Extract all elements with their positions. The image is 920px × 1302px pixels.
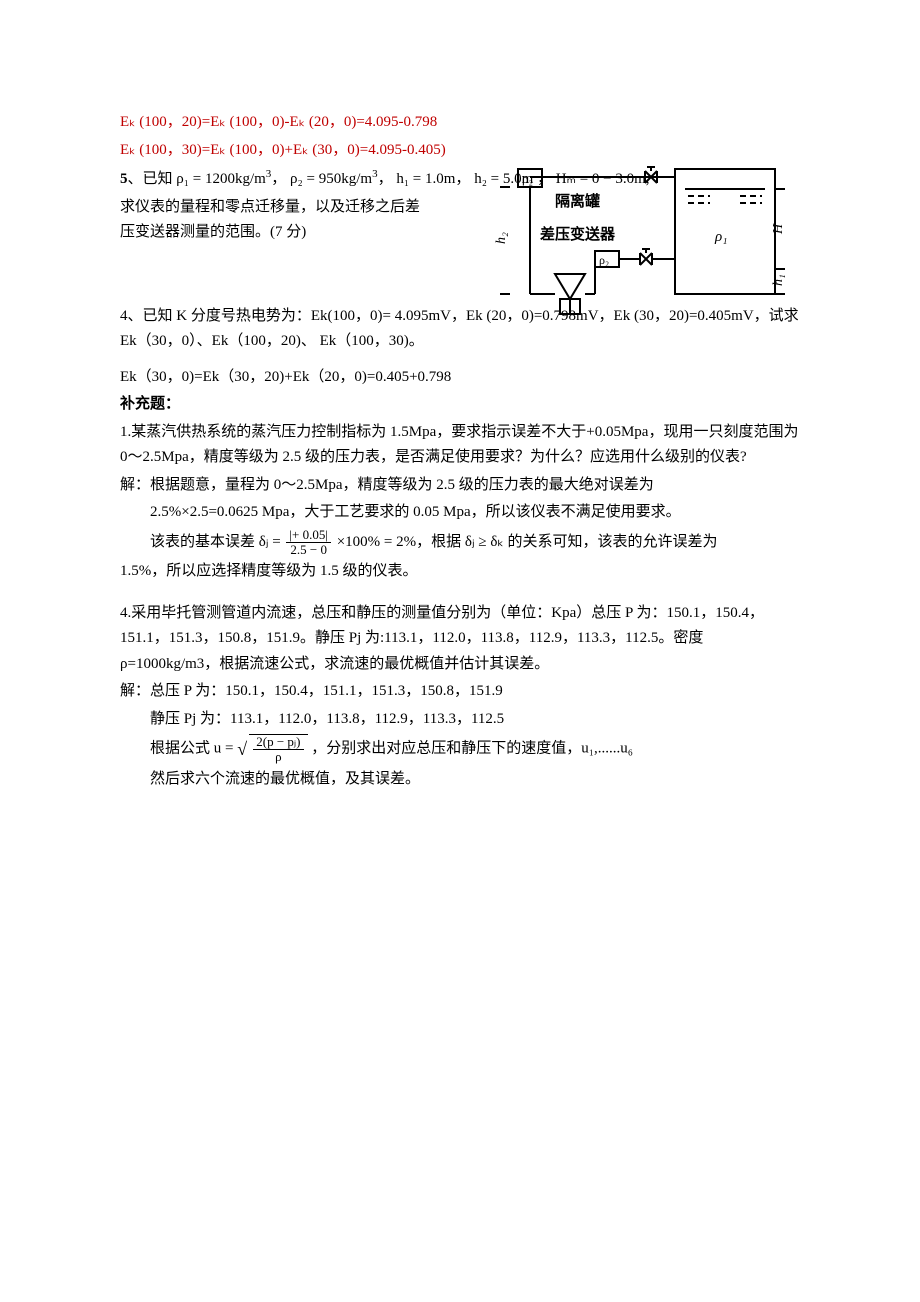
- question-4-answer: Ek（30，0)=Ek（30，20)+Ek（20，0)=0.405+0.798: [120, 365, 800, 391]
- svg-text:差压变送器: 差压变送器: [540, 225, 616, 243]
- supplement-title: 补充题：: [120, 392, 800, 418]
- svg-text:h₁: h₁: [771, 274, 786, 286]
- supp-q4-sol-line1: 解：总压 P 为：150.1，150.4，151.1，151.3，150.8，1…: [120, 679, 800, 705]
- supp-q1-sol-line3: 该表的基本误差 δⱼ = |+ 0.05|2.5 − 0 ×100% = 2%，…: [120, 528, 800, 558]
- q5-rho2: ρ₂ = 950kg/m3: [290, 171, 378, 187]
- supp-q4-text: 4.采用毕托管测管道内流速，总压和静压的测量值分别为（单位：Kpa）总压 P 为…: [120, 601, 800, 678]
- delta-j-formula: δⱼ =: [259, 534, 281, 550]
- supp-q1-text: 1.某蒸汽供热系统的蒸汽压力控制指标为 1.5Mpa，要求指示误差不大于+0.0…: [120, 420, 800, 471]
- supp-q4-sol-line3: 根据公式 u = 2(p − pⱼ)ρ ，分别求出对应总压和静压下的速度值，u₁…: [120, 734, 800, 765]
- svg-text:ρ₂: ρ₂: [599, 253, 609, 267]
- svg-text:H: H: [771, 223, 786, 235]
- fraction: |+ 0.05|2.5 − 0: [286, 528, 331, 558]
- supp-q1-sol-line4: 1.5%，所以应选择精度等级为 1.5 级的仪表。: [120, 559, 800, 585]
- supp-q4-sol-line4: 然后求六个流速的最优概值，及其误差。: [120, 767, 800, 793]
- supp-q1-sol-line2: 2.5%×2.5=0.0625 Mpa，大于工艺要求的 0.05 Mpa，所以该…: [120, 500, 800, 526]
- supp-q4-sol-line2: 静压 Pj 为：113.1，112.0，113.8，112.9，113.3，11…: [120, 707, 800, 733]
- q5-number: 5: [120, 171, 128, 187]
- dp-transmitter-diagram: H h₁ ρ₂ ρ₂ 隔离罐 差压变送器 ρ₁: [460, 159, 790, 319]
- svg-text:ρ₂: ρ₂: [522, 171, 533, 186]
- question-5-line-2: 求仪表的量程和零点迁移量，以及迁移之后差压变送器测量的范围。(7 分): [120, 195, 420, 246]
- q5-text-a: 、已知: [128, 171, 173, 187]
- u-formula: u =: [214, 741, 234, 757]
- supp-q1-sol-line1: 解：根据题意，量程为 0～2.5Mpa，精度等级为 2.5 级的压力表的最大绝对…: [120, 473, 800, 499]
- svg-text:h₂: h₂: [494, 232, 509, 244]
- svg-text:隔离罐: 隔离罐: [555, 192, 600, 210]
- red-formula-line-1: Eₖ (100，20)=Eₖ (100，0)-Eₖ (20，0)=4.095-0…: [120, 110, 800, 136]
- svg-text:ρ₁: ρ₁: [714, 229, 727, 245]
- sqrt-expression: 2(p − pⱼ)ρ: [237, 734, 307, 765]
- q5-rho1: ρ₁ = 1200kg/m3: [176, 171, 271, 187]
